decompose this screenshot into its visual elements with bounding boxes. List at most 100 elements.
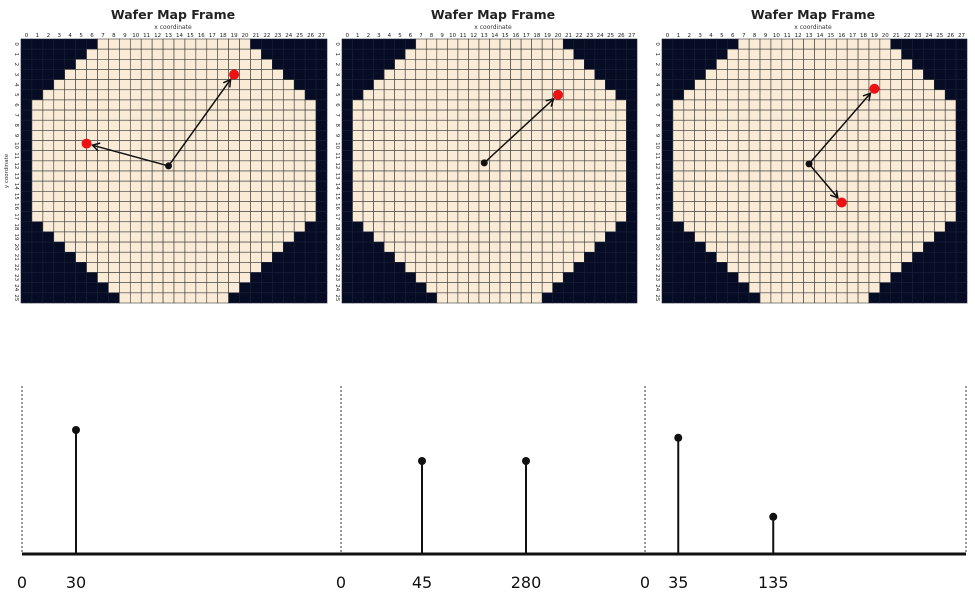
die-cell <box>683 180 695 192</box>
die-cell <box>814 109 826 121</box>
background-cell <box>373 48 385 60</box>
die-cell <box>923 150 935 162</box>
die-cell <box>846 119 859 131</box>
die-cell <box>879 38 892 50</box>
die-cell <box>468 150 480 162</box>
die-cell <box>759 89 772 101</box>
background-cell <box>362 59 374 70</box>
die-cell <box>282 231 295 243</box>
background-cell <box>31 48 44 60</box>
background-cell <box>304 221 317 233</box>
die-cell <box>129 211 142 223</box>
die-cell <box>605 170 617 182</box>
background-cell <box>293 292 306 304</box>
die-cell <box>835 160 848 172</box>
die-cell <box>140 99 153 111</box>
background-cell <box>304 79 317 91</box>
die-cell <box>140 201 153 212</box>
die-cell <box>705 119 717 131</box>
die-cell <box>64 241 76 253</box>
die-cell <box>129 140 142 151</box>
die-cell <box>879 211 892 223</box>
die-cell <box>415 140 427 151</box>
background-cell <box>934 231 946 243</box>
die-cell <box>737 201 750 212</box>
die-cell <box>727 241 739 253</box>
die-cell <box>672 140 685 151</box>
die-cell <box>404 241 417 253</box>
die-cell <box>541 130 554 141</box>
die-cell <box>944 140 957 151</box>
die-cell <box>552 211 564 223</box>
background-cell <box>341 150 353 162</box>
die-cell <box>206 170 219 182</box>
die-cell <box>425 241 438 253</box>
die-cell <box>415 48 427 60</box>
die-cell <box>825 140 837 151</box>
die-cell <box>594 150 606 162</box>
die-cell <box>195 38 208 50</box>
die-cell <box>206 211 219 223</box>
background-cell <box>955 211 968 223</box>
die-cell <box>75 211 87 223</box>
die-cell <box>362 170 374 182</box>
die-cell <box>868 48 881 60</box>
die-cell <box>217 170 229 182</box>
background-cell <box>672 38 685 50</box>
background-cell <box>626 150 638 162</box>
die-cell <box>759 109 772 121</box>
die-cell <box>404 201 417 212</box>
background-cell <box>562 272 575 283</box>
die-cell <box>520 191 532 202</box>
background-cell <box>250 38 262 50</box>
die-cell <box>748 48 761 60</box>
die-cell <box>53 170 66 182</box>
x-tick-label: 8 <box>753 33 757 39</box>
die-cell <box>217 119 229 131</box>
die-cell <box>716 241 728 253</box>
die-cell <box>173 201 186 212</box>
die-cell <box>814 119 826 131</box>
die-cell <box>195 241 208 253</box>
background-cell <box>282 251 295 263</box>
die-cell <box>129 89 142 101</box>
die-cell <box>846 191 859 202</box>
die-cell <box>468 180 480 192</box>
die-cell <box>605 130 617 141</box>
die-cell <box>541 211 554 223</box>
background-cell <box>315 38 328 50</box>
background-cell <box>955 59 968 70</box>
x-tick-label: 15 <box>827 33 834 39</box>
background-cell <box>42 69 55 80</box>
defect-point <box>81 138 92 149</box>
die-cell <box>857 79 870 91</box>
die-cell <box>825 231 837 243</box>
background-cell <box>341 241 353 253</box>
die-cell <box>195 272 208 283</box>
background-cell <box>694 59 706 70</box>
die-cell <box>86 170 98 182</box>
die-cell <box>912 150 924 162</box>
die-cell <box>814 241 826 253</box>
die-cell <box>759 272 772 283</box>
background-cell <box>661 170 674 182</box>
die-cell <box>846 59 859 70</box>
die-cell <box>825 272 837 283</box>
die-cell <box>510 69 522 80</box>
die-cell <box>425 38 438 50</box>
die-cell <box>64 201 76 212</box>
die-cell <box>53 191 66 202</box>
die-cell <box>195 262 208 273</box>
die-cell <box>173 109 186 121</box>
background-cell <box>352 251 364 263</box>
die-cell <box>119 160 131 172</box>
die-cell <box>499 99 511 111</box>
die-cell <box>748 201 761 212</box>
background-cell <box>584 38 596 50</box>
background-cell <box>944 231 957 243</box>
die-cell <box>510 180 522 192</box>
background-cell <box>53 292 66 304</box>
background-cell <box>605 38 617 50</box>
background-cell <box>272 272 284 283</box>
die-cell <box>394 170 406 182</box>
